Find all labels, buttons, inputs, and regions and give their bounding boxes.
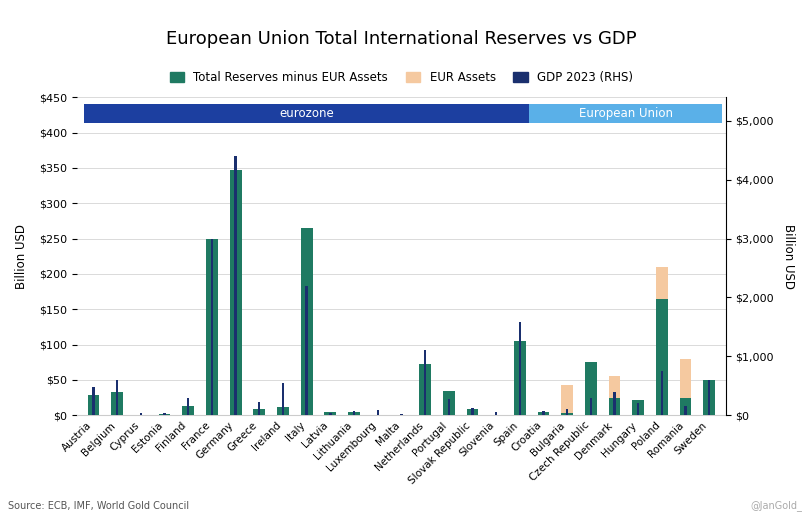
Bar [139, 413, 142, 415]
Bar [637, 404, 639, 415]
Bar [518, 322, 521, 415]
Bar [561, 413, 573, 415]
Text: Source: ECB, IMF, World Gold Council: Source: ECB, IMF, World Gold Council [8, 501, 190, 511]
Bar [613, 392, 616, 415]
Title: European Union Total International Reserves vs GDP: European Union Total International Reser… [166, 30, 637, 49]
Bar [84, 104, 529, 123]
Bar [703, 380, 715, 415]
Bar [277, 407, 289, 415]
Bar [661, 371, 663, 415]
Y-axis label: Billion USD: Billion USD [782, 224, 795, 289]
Bar [206, 238, 218, 415]
Bar [514, 341, 526, 415]
Bar [419, 364, 431, 415]
Bar [329, 413, 331, 415]
Bar [84, 104, 723, 123]
Bar [258, 402, 261, 415]
Bar [135, 414, 147, 415]
Y-axis label: Billion USD: Billion USD [15, 224, 28, 289]
Bar [211, 238, 213, 415]
Text: eurozone: eurozone [279, 107, 334, 120]
Bar [585, 362, 597, 415]
Bar [230, 170, 241, 415]
Bar [443, 391, 454, 415]
Bar [538, 412, 549, 415]
Bar [234, 156, 237, 415]
Bar [254, 409, 265, 415]
Bar [566, 409, 569, 415]
Bar [490, 414, 502, 415]
Bar [159, 414, 170, 415]
Bar [680, 359, 692, 398]
Bar [301, 228, 313, 415]
Bar [680, 398, 692, 415]
Text: European Union: European Union [579, 107, 673, 120]
Bar [164, 413, 166, 415]
Bar [372, 414, 384, 415]
Bar [395, 414, 407, 415]
Bar [87, 395, 100, 415]
Bar [424, 350, 426, 415]
Text: @JanGold_: @JanGold_ [750, 500, 802, 511]
Bar [608, 376, 620, 398]
Bar [656, 267, 667, 299]
Bar [495, 412, 497, 415]
Legend: Total Reserves minus EUR Assets, EUR Assets, GDP 2023 (RHS): Total Reserves minus EUR Assets, EUR Ass… [165, 67, 637, 89]
Bar [708, 380, 710, 415]
Bar [608, 398, 620, 415]
Bar [656, 299, 667, 415]
Bar [633, 400, 644, 415]
Bar [400, 414, 403, 415]
Bar [116, 380, 118, 415]
Bar [448, 399, 450, 415]
Bar [542, 411, 544, 415]
Bar [92, 387, 95, 415]
Bar [348, 412, 360, 415]
Bar [377, 410, 379, 415]
Bar [325, 412, 336, 415]
Bar [282, 383, 284, 415]
Bar [353, 411, 356, 415]
Bar [111, 392, 123, 415]
Bar [182, 406, 194, 415]
Bar [467, 409, 479, 415]
Bar [187, 398, 190, 415]
Bar [590, 398, 592, 415]
Bar [305, 286, 308, 415]
Bar [471, 408, 474, 415]
Bar [561, 385, 573, 413]
Bar [684, 407, 687, 415]
